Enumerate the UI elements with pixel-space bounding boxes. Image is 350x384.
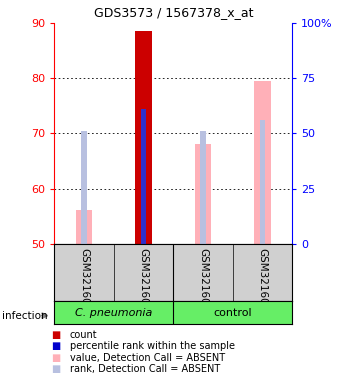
Bar — [254, 81, 271, 244]
Text: ■: ■ — [51, 330, 61, 340]
Text: GSM321605: GSM321605 — [198, 248, 208, 312]
Text: control: control — [214, 308, 252, 318]
Bar — [195, 144, 211, 244]
Text: GSM321608: GSM321608 — [139, 248, 148, 312]
Text: percentile rank within the sample: percentile rank within the sample — [70, 341, 235, 351]
Bar — [76, 210, 92, 244]
Bar — [259, 120, 265, 244]
Text: infection: infection — [2, 311, 47, 321]
Bar — [200, 131, 206, 244]
Text: C. pneumonia: C. pneumonia — [75, 308, 153, 318]
Bar — [81, 131, 87, 244]
Text: GSM321607: GSM321607 — [79, 248, 89, 312]
Text: count: count — [70, 330, 98, 340]
Text: ■: ■ — [51, 353, 61, 363]
Text: GSM321606: GSM321606 — [258, 248, 267, 312]
Text: ■: ■ — [51, 341, 61, 351]
Text: value, Detection Call = ABSENT: value, Detection Call = ABSENT — [70, 353, 225, 363]
Bar — [140, 109, 146, 244]
Text: ■: ■ — [51, 364, 61, 374]
Bar — [135, 31, 152, 244]
Title: GDS3573 / 1567378_x_at: GDS3573 / 1567378_x_at — [93, 6, 253, 19]
Text: rank, Detection Call = ABSENT: rank, Detection Call = ABSENT — [70, 364, 220, 374]
